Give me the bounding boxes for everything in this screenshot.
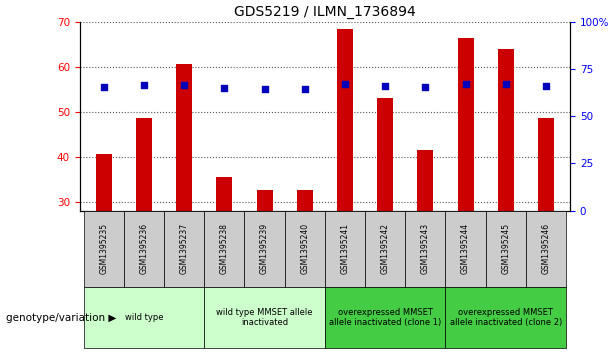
Point: [380, 83, 390, 89]
Bar: [96, 154, 112, 211]
Text: GSM1395235: GSM1395235: [99, 223, 109, 274]
Text: GSM1395241: GSM1395241: [340, 223, 349, 274]
Text: overexpressed MMSET
allele inactivated (clone 1): overexpressed MMSET allele inactivated (…: [329, 308, 441, 327]
Bar: [457, 37, 474, 211]
Bar: [136, 118, 152, 211]
Text: GSM1395242: GSM1395242: [381, 223, 390, 274]
Point: [260, 86, 270, 92]
Text: GSM1395240: GSM1395240: [300, 223, 310, 274]
Text: GSM1395245: GSM1395245: [501, 223, 510, 274]
Text: overexpressed MMSET
allele inactivated (clone 2): overexpressed MMSET allele inactivated (…: [450, 308, 562, 327]
Text: genotype/variation ▶: genotype/variation ▶: [6, 313, 116, 323]
Text: wild type MMSET allele
inactivated: wild type MMSET allele inactivated: [216, 308, 313, 327]
Bar: [498, 49, 514, 211]
Point: [300, 86, 310, 92]
Point: [179, 82, 189, 88]
Text: GSM1395246: GSM1395246: [541, 223, 550, 274]
Point: [541, 83, 551, 89]
Text: GSM1395244: GSM1395244: [461, 223, 470, 274]
Point: [219, 85, 229, 91]
Bar: [176, 65, 192, 211]
Bar: [538, 118, 554, 211]
Point: [421, 84, 430, 90]
Bar: [257, 190, 273, 211]
Point: [501, 81, 511, 87]
Bar: [417, 150, 433, 211]
Bar: [337, 29, 353, 211]
Text: GSM1395237: GSM1395237: [180, 223, 189, 274]
Bar: [297, 190, 313, 211]
Text: GSM1395236: GSM1395236: [140, 223, 148, 274]
Point: [139, 82, 149, 88]
Text: wild type: wild type: [125, 313, 163, 322]
Bar: [377, 98, 393, 211]
Text: GSM1395239: GSM1395239: [260, 223, 269, 274]
Point: [461, 81, 471, 87]
Text: GSM1395238: GSM1395238: [220, 223, 229, 274]
Point: [99, 84, 109, 90]
Point: [340, 81, 350, 87]
Title: GDS5219 / ILMN_1736894: GDS5219 / ILMN_1736894: [234, 5, 416, 19]
Bar: [216, 177, 232, 211]
Text: GSM1395243: GSM1395243: [421, 223, 430, 274]
